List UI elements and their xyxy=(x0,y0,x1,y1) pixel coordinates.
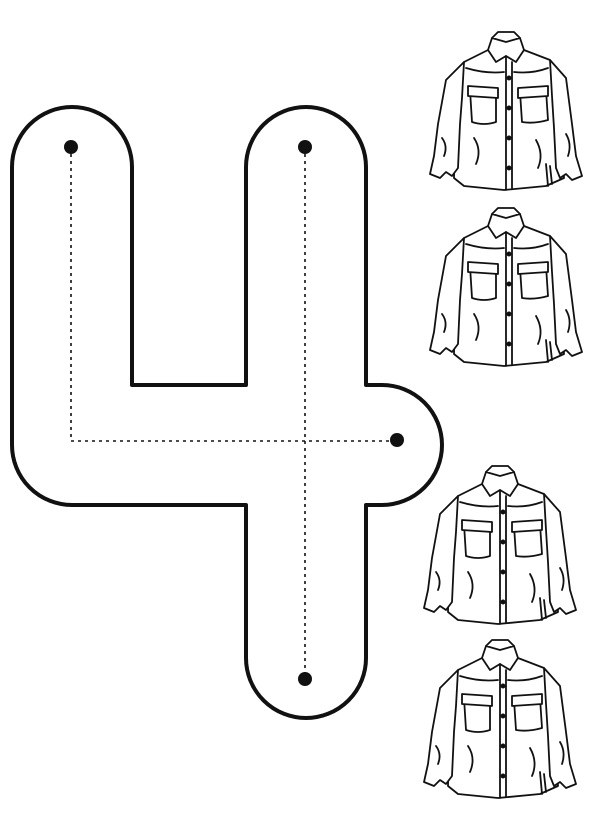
shirt-icon-1 xyxy=(426,28,586,200)
shirt-icon xyxy=(426,204,586,376)
shirt-icon-4 xyxy=(420,636,580,808)
shirt-icon-3 xyxy=(420,462,580,634)
end-dot-bottom xyxy=(298,672,312,686)
shirt-icon-2 xyxy=(426,204,586,376)
shirt-icon xyxy=(426,28,586,200)
start-dot-right xyxy=(298,140,312,154)
shirt-icon xyxy=(420,462,580,634)
start-dot-left xyxy=(64,140,78,154)
shirt-icon xyxy=(420,636,580,808)
four-shape xyxy=(12,107,442,718)
end-dot-cross xyxy=(390,433,404,447)
